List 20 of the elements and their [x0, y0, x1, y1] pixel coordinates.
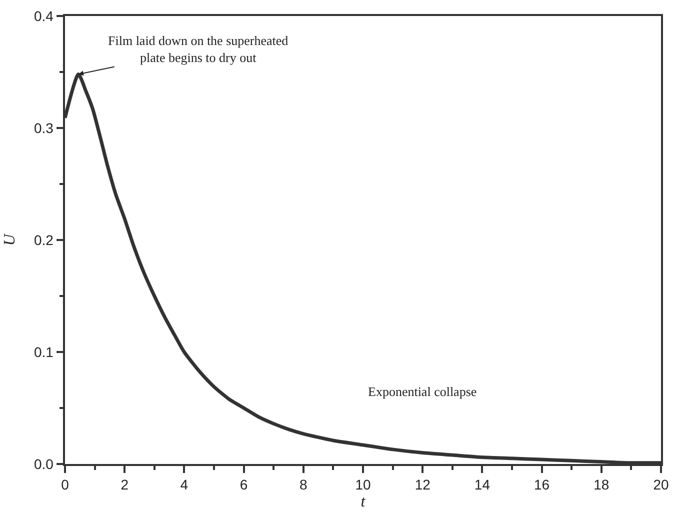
y-tick-label: 0.4 [34, 8, 54, 24]
x-tick-label: 20 [653, 476, 669, 493]
x-tick-label: 4 [180, 476, 188, 493]
x-tick-label: 0 [61, 476, 70, 493]
x-tick-label: 16 [534, 476, 550, 493]
y-tick-label: 0.3 [34, 120, 54, 136]
annotation: Film laid down on the superheated plate begins to dry out [108, 33, 289, 65]
y-tick-label: 0.1 [34, 344, 54, 360]
x-tick-label: 2 [120, 476, 129, 493]
x-tick-label: 12 [414, 476, 431, 493]
x-tick-label: 8 [300, 476, 308, 493]
y-axis-title: U [1, 232, 18, 246]
y-tick-label: 0.2 [34, 232, 54, 248]
x-tick-label: 14 [474, 476, 490, 493]
annotation: Exponential collapse [368, 384, 477, 399]
x-tick-label: 18 [594, 476, 610, 493]
x-axis-title: t [360, 494, 366, 511]
x-tick-label: 6 [240, 476, 248, 493]
y-tick-label: 0.0 [34, 456, 54, 472]
x-tick-label: 10 [355, 476, 371, 493]
